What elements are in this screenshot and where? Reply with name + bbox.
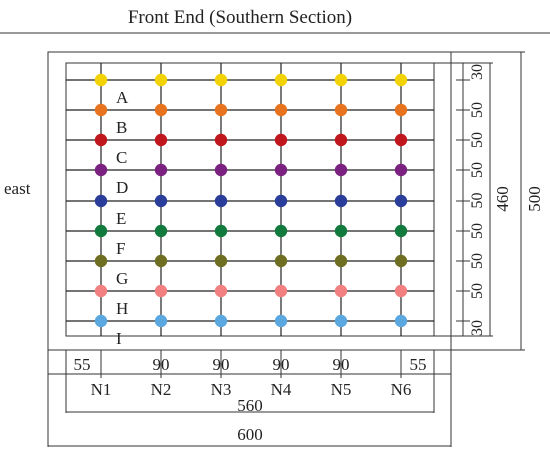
dim-right-segment-1: 30	[469, 64, 486, 80]
point-d-n6	[394, 163, 408, 177]
dim-bottom-segment-3: 90	[213, 355, 230, 374]
east-label: east	[4, 179, 31, 198]
point-b-n6	[394, 103, 408, 117]
point-i-n6	[394, 314, 408, 328]
bottom-dimensions: 560 600 55 90 90 90 90 55	[47, 350, 452, 447]
row-label-b: B	[116, 118, 127, 137]
point-h-n4	[274, 284, 288, 298]
column-label-n6: N6	[391, 380, 412, 399]
inner-boundary	[65, 62, 435, 337]
column-label-n3: N3	[211, 380, 232, 399]
row-label-c: C	[116, 148, 127, 167]
point-b-n1	[94, 103, 108, 117]
point-b-n5	[334, 103, 348, 117]
diagram-title: Front End (Southern Section)	[128, 7, 352, 28]
point-i-n2	[154, 314, 168, 328]
measurement-points	[94, 73, 408, 328]
point-a-n6	[394, 73, 408, 87]
point-c-n1	[94, 133, 108, 147]
column-label-n2: N2	[151, 380, 172, 399]
point-e-n4	[274, 194, 288, 208]
point-a-n3	[214, 73, 228, 87]
point-e-n2	[154, 194, 168, 208]
point-f-n5	[334, 224, 348, 238]
point-g-n5	[334, 254, 348, 268]
dim-bottom-segment-5: 90	[333, 355, 350, 374]
point-h-n6	[394, 284, 408, 298]
point-e-n5	[334, 194, 348, 208]
point-b-n3	[214, 103, 228, 117]
column-label-n1: N1	[91, 380, 112, 399]
dim-right-segment-7: 50	[469, 253, 486, 269]
dim-right-segment-4: 50	[469, 162, 486, 178]
point-f-n2	[154, 224, 168, 238]
point-g-n6	[394, 254, 408, 268]
point-a-n4	[274, 73, 288, 87]
row-label-g: G	[116, 269, 128, 288]
point-d-n4	[274, 163, 288, 177]
point-d-n2	[154, 163, 168, 177]
outer-boundary	[47, 51, 452, 351]
dim-right-segment-6: 50	[469, 223, 486, 239]
row-label-i: I	[116, 329, 122, 348]
dim-bottom-inner-total: 560	[237, 396, 263, 415]
point-i-n1	[94, 314, 108, 328]
dim-bottom-segment-1: 55	[74, 355, 91, 374]
point-g-n4	[274, 254, 288, 268]
point-f-n1	[94, 224, 108, 238]
point-i-n4	[274, 314, 288, 328]
point-c-n4	[274, 133, 288, 147]
dim-bottom-outer-total: 600	[237, 425, 263, 444]
point-d-n3	[214, 163, 228, 177]
point-i-n3	[214, 314, 228, 328]
point-h-n3	[214, 284, 228, 298]
point-e-n3	[214, 194, 228, 208]
point-c-n2	[154, 133, 168, 147]
point-h-n2	[154, 284, 168, 298]
row-label-a: A	[116, 88, 129, 107]
point-c-n3	[214, 133, 228, 147]
dim-right-segment-2: 50	[469, 102, 486, 118]
point-e-n6	[394, 194, 408, 208]
point-c-n5	[334, 133, 348, 147]
row-label-e: E	[116, 209, 126, 228]
point-a-n1	[94, 73, 108, 87]
row-label-f: F	[116, 239, 125, 258]
point-e-n1	[94, 194, 108, 208]
right-dimensions: 460 500 30 50 50 50 50 50 50 50 30	[434, 51, 544, 351]
column-label-n5: N5	[331, 380, 352, 399]
dim-bottom-segment-6: 55	[410, 355, 427, 374]
point-a-n5	[334, 73, 348, 87]
row-label-d: D	[116, 178, 128, 197]
dim-right-segment-5: 50	[469, 193, 486, 209]
point-h-n5	[334, 284, 348, 298]
point-f-n3	[214, 224, 228, 238]
point-a-n2	[154, 73, 168, 87]
point-i-n5	[334, 314, 348, 328]
column-labels: N1 N2 N3 N4 N5 N6	[91, 380, 412, 399]
dim-right-segment-3: 50	[469, 132, 486, 148]
point-f-n4	[274, 224, 288, 238]
dim-bottom-segment-4: 90	[273, 355, 290, 374]
point-d-n5	[334, 163, 348, 177]
dim-right-outer-total: 500	[525, 186, 544, 212]
column-label-n4: N4	[271, 380, 292, 399]
dim-right-segment-9: 30	[469, 320, 486, 336]
point-g-n3	[214, 254, 228, 268]
dim-right-inner-total: 460	[493, 186, 512, 212]
point-d-n1	[94, 163, 108, 177]
point-g-n1	[94, 254, 108, 268]
point-f-n6	[394, 224, 408, 238]
point-c-n6	[394, 133, 408, 147]
point-b-n4	[274, 103, 288, 117]
point-g-n2	[154, 254, 168, 268]
dim-bottom-segment-2: 90	[153, 355, 170, 374]
point-h-n1	[94, 284, 108, 298]
row-label-h: H	[116, 299, 128, 318]
point-b-n2	[154, 103, 168, 117]
dim-right-segment-8: 50	[469, 283, 486, 299]
